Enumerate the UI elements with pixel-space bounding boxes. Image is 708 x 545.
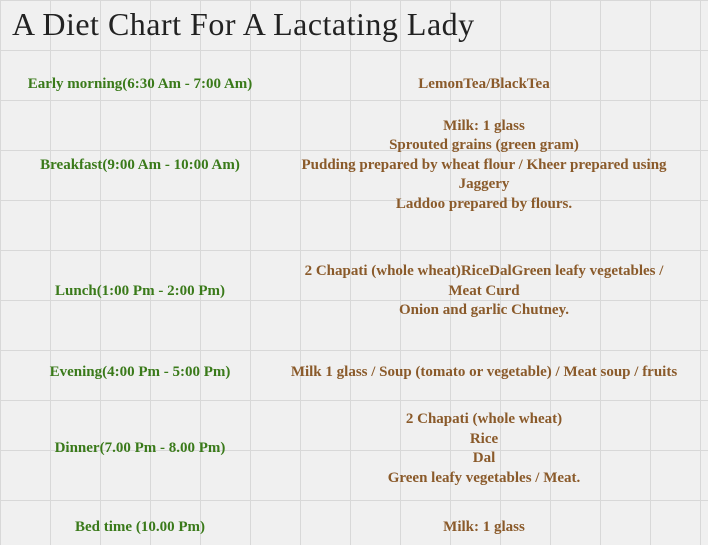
time-cell: Bed time (10.00 Pm) [10,518,270,538]
table-row: Breakfast(9:00 Am - 10:00 Am) Milk: 1 gl… [10,117,698,215]
time-cell: Dinner(7.00 Pm - 8.00 Pm) [10,410,270,488]
table-row: Bed time (10.00 Pm) Milk: 1 glass [10,518,698,538]
time-cell: Early morning(6:30 Am - 7:00 Am) [10,75,270,95]
time-cell: Breakfast(9:00 Am - 10:00 Am) [10,117,270,215]
food-cell: 2 Chapati (whole wheat)RiceDalGreen leaf… [270,262,698,321]
table-row: Lunch(1:00 Pm - 2:00 Pm) 2 Chapati (whol… [10,262,698,321]
diet-chart-table: Early morning(6:30 Am - 7:00 Am) LemonTe… [0,43,708,538]
table-row: Evening(4:00 Pm - 5:00 Pm) Milk 1 glass … [10,363,698,383]
food-cell: Milk: 1 glass [270,518,698,538]
table-row: Dinner(7.00 Pm - 8.00 Pm) 2 Chapati (who… [10,410,698,488]
time-cell: Lunch(1:00 Pm - 2:00 Pm) [10,262,270,321]
table-row: Early morning(6:30 Am - 7:00 Am) LemonTe… [10,75,698,95]
time-cell: Evening(4:00 Pm - 5:00 Pm) [10,363,270,383]
food-cell: Milk: 1 glassSprouted grains (green gram… [270,117,698,215]
food-cell: LemonTea/BlackTea [270,75,698,95]
food-cell: 2 Chapati (whole wheat)RiceDalGreen leaf… [270,410,698,488]
page-title: A Diet Chart For A Lactating Lady [0,0,708,43]
food-cell: Milk 1 glass / Soup (tomato or vegetable… [270,363,698,383]
